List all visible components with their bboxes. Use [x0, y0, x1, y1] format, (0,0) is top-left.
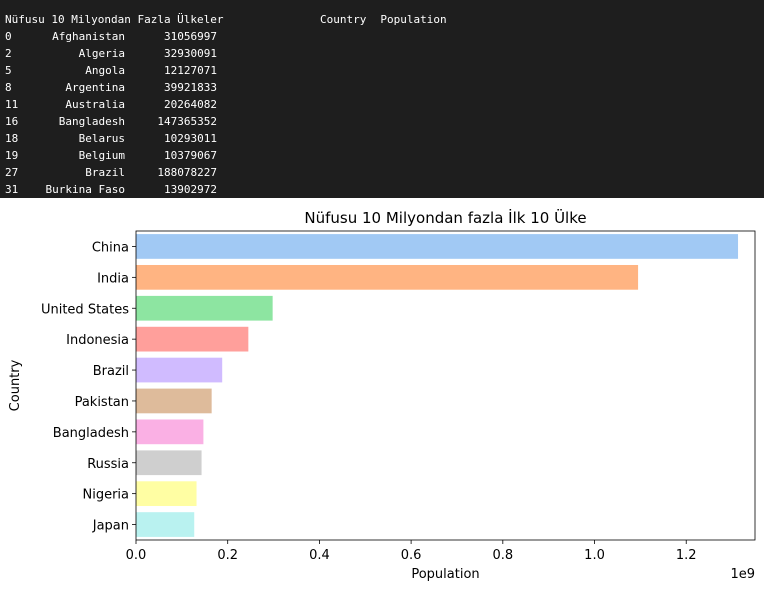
console-row-population: 39921833: [164, 81, 217, 94]
y-tick-label: Nigeria: [82, 488, 129, 503]
console-row-index: 19: [5, 149, 19, 162]
console-row: 16 Bangladesh 147365352: [0, 113, 764, 130]
x-axis-offset-label: 1e9: [730, 567, 755, 582]
bar: [136, 295, 273, 321]
y-axis-label: Country: [8, 359, 23, 411]
console-row: 5 Angola 12127071: [0, 62, 764, 79]
console-row-index: 18: [5, 132, 19, 145]
bar: [136, 481, 197, 507]
console-row-index: 5: [5, 64, 12, 77]
console-row-country: Bangladesh: [58, 115, 125, 128]
console-row: 2 Algeria 32930091: [0, 45, 764, 62]
console-row-population: 31056997: [164, 30, 217, 43]
console-row-country: Algeria: [78, 47, 125, 60]
console-row-country: Burkina Faso: [45, 183, 125, 196]
x-axis-label: Population: [411, 567, 479, 582]
console-heading: Nüfusu 10 Milyondan Fazla Ülkeler: [5, 13, 224, 26]
console-row: 27 Brazil 188078227: [0, 164, 764, 181]
chart-container: Nüfusu 10 Milyondan fazla İlk 10 Ülke Chi…: [0, 198, 764, 591]
x-tick-label: 0.0: [126, 548, 147, 563]
console-row-index: 31: [5, 183, 19, 196]
console-column-country: Country: [320, 13, 367, 26]
console-header-row: Nüfusu 10 Milyondan Fazla Ülkeler Country…: [0, 11, 764, 28]
console-row-population: 147365352: [157, 115, 217, 128]
x-tick-label: 0.8: [492, 548, 513, 563]
x-tick-label: 1.2: [676, 548, 697, 563]
console-row-country: Australia: [65, 98, 125, 111]
y-tick-label: United States: [41, 302, 129, 317]
console-row-country: Afghanistan: [52, 30, 125, 43]
x-tick-label: 0.4: [309, 548, 330, 563]
console-row-population: 32930091: [164, 47, 217, 60]
console-row: 31 Burkina Faso 13902972: [0, 181, 764, 198]
chart-title: Nüfusu 10 Milyondan fazla İlk 10 Ülke: [304, 208, 586, 227]
console-row-index: 11: [5, 98, 19, 111]
console-row: 8 Argentina 39921833: [0, 79, 764, 96]
bar: [136, 264, 639, 290]
y-tick-label: India: [97, 271, 129, 286]
console-rows: 0 Afghanistan 31056997 2 Algeria 32930091 5 Ang…: [0, 28, 764, 198]
console-row-index: 27: [5, 166, 19, 179]
console-row: 11 Australia 20264082: [0, 96, 764, 113]
bar: [136, 512, 195, 537]
console-row: 18 Belarus 10293011: [0, 130, 764, 147]
y-tick-label: Pakistan: [75, 395, 129, 410]
bar: [136, 234, 739, 259]
y-tick-label: Bangladesh: [53, 426, 129, 441]
y-tick-label: Japan: [92, 519, 129, 534]
console-row-population: 10293011: [164, 132, 217, 145]
bar-chart: Nüfusu 10 Milyondan fazla İlk 10 Ülke Chi…: [8, 208, 756, 582]
console-row-index: 16: [5, 115, 19, 128]
console-output: Nüfusu 10 Milyondan Fazla Ülkeler Country…: [0, 0, 764, 198]
y-tick-label: Brazil: [93, 364, 129, 379]
console-column-population: Population: [380, 13, 447, 26]
console-row: 0 Afghanistan 31056997: [0, 28, 764, 45]
console-row-population: 10379067: [164, 149, 217, 162]
x-tick-label: 0.6: [401, 548, 422, 563]
console-row: 19 Belgium 10379067: [0, 147, 764, 164]
bar: [136, 357, 223, 383]
bar: [136, 450, 202, 476]
console-row-index: 8: [5, 81, 12, 94]
plot-frame: [135, 230, 756, 541]
bar: [136, 419, 204, 445]
console-row-country: Argentina: [65, 81, 125, 94]
y-tick-label: Indonesia: [66, 333, 129, 348]
console-row-population: 20264082: [164, 98, 217, 111]
console-row-country: Brazil: [85, 166, 125, 179]
bar: [136, 326, 249, 352]
x-tick-label: 1.0: [584, 548, 605, 563]
x-tick-label: 0.2: [217, 548, 238, 563]
console-row-population: 13902972: [164, 183, 217, 196]
console-row-country: Angola: [85, 64, 125, 77]
console-row-population: 188078227: [157, 166, 217, 179]
y-tick-label: China: [92, 240, 129, 255]
console-row-country: Belarus: [78, 132, 125, 145]
console-row-country: Belgium: [78, 149, 125, 162]
console-row-index: 0: [5, 30, 12, 43]
console-row-population: 12127071: [164, 64, 217, 77]
console-row-index: 2: [5, 47, 12, 60]
bar: [136, 388, 212, 414]
y-tick-label: Russia: [87, 457, 129, 472]
